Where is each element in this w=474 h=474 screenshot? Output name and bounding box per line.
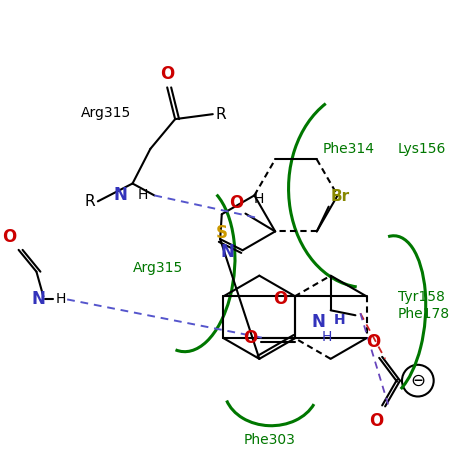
Text: Tyr158: Tyr158 [398,291,445,304]
Text: Phe314: Phe314 [323,142,375,156]
Text: S: S [216,224,228,242]
Text: N: N [312,313,326,331]
Text: O: O [2,228,17,246]
Text: N: N [31,291,46,309]
Text: ⊖: ⊖ [410,372,425,390]
Text: O: O [244,329,258,347]
Text: H: H [55,292,65,306]
Text: Lys156: Lys156 [398,142,447,156]
Text: Arg315: Arg315 [81,106,131,120]
Text: O: O [366,333,380,351]
Text: N: N [221,243,235,261]
Text: R: R [216,107,227,122]
Text: N: N [114,186,128,204]
Text: H: H [334,313,345,327]
Text: Phe178: Phe178 [398,307,450,321]
Text: Br: Br [331,189,350,204]
Text: H: H [137,189,148,202]
Text: O: O [273,291,287,309]
Text: Phe303: Phe303 [243,433,295,447]
Text: R: R [84,194,95,209]
Text: H: H [321,330,332,344]
Text: O: O [160,65,174,83]
Text: H: H [254,191,264,206]
Text: O: O [369,412,383,430]
Text: O: O [229,193,244,211]
Text: Arg315: Arg315 [133,261,183,275]
